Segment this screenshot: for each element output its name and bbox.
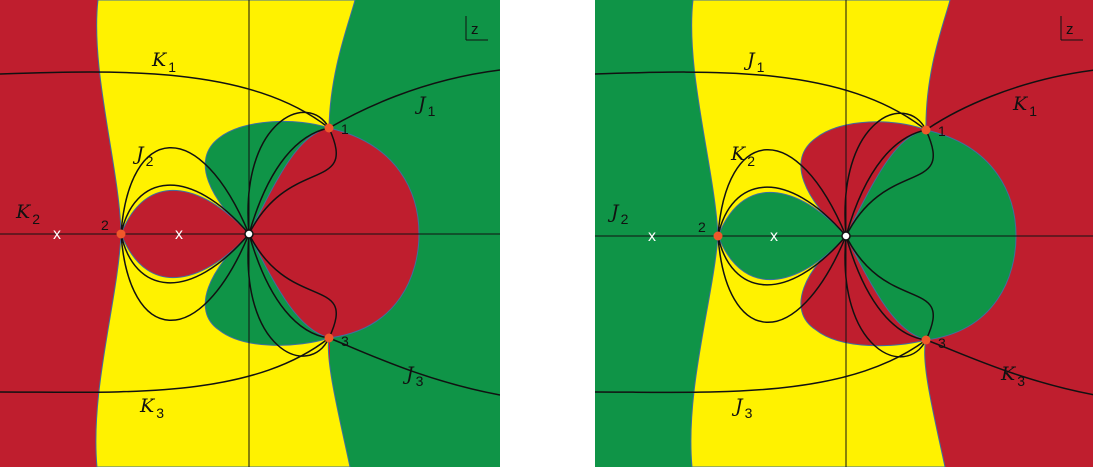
contour-s1-inner (845, 129, 927, 237)
contour-left-loop-upper (717, 149, 847, 237)
contour-left-inner-lower (717, 235, 847, 286)
singularity-cross: x (648, 228, 656, 245)
contour-lower-right (328, 337, 500, 396)
saddle-point-3 (921, 335, 931, 345)
saddle-point-2 (116, 229, 126, 239)
contour-s1-inner (248, 127, 330, 235)
contour-lower-right (925, 339, 1093, 396)
contour-left-inner-upper (717, 186, 847, 237)
point-label-2: 2 (101, 217, 109, 233)
contour-bottom (0, 337, 330, 394)
saddle-point-1 (921, 125, 931, 135)
point-label-1: 1 (341, 121, 349, 137)
contour-s1-outer (845, 129, 934, 237)
center-point (244, 229, 254, 239)
panel-1: 1 2 3 x x K 1 J 1 J 2 K 2 J 3 K 3 z (0, 0, 500, 467)
contour-left-loop-lower (120, 233, 250, 321)
contour-s3-inner (248, 233, 330, 339)
contour-upper-right (328, 69, 500, 129)
singularity-cross: x (175, 226, 183, 243)
contour-s3-outer (248, 233, 337, 339)
saddle-point-3 (324, 333, 334, 343)
corner-label: z (1066, 21, 1074, 38)
contour-upper-right (925, 69, 1093, 131)
contour-s3-outer (845, 235, 934, 341)
point-label-3: 3 (341, 333, 349, 349)
singularity-cross: x (53, 226, 61, 243)
contour-left-inner-lower (120, 233, 250, 284)
panel-2: 1 2 3 x x J 1 K 1 K 2 J 2 K 3 J 3 z (595, 0, 1093, 467)
contour-bottom-arc (247, 233, 330, 357)
corner-label: z (471, 21, 479, 38)
contour-s1-outer (248, 127, 337, 235)
contour-s3-inner (845, 235, 927, 341)
point-label-3: 3 (938, 335, 946, 351)
contour-left-inner-upper (120, 184, 250, 235)
contour-top (595, 71, 927, 131)
contour-top-arc (844, 112, 927, 237)
saddle-point-1 (324, 123, 334, 133)
singularity-cross: x (770, 228, 778, 245)
contour-top-arc (247, 111, 330, 235)
contour-left-loop-lower (717, 235, 847, 323)
saddle-point-2 (713, 231, 723, 241)
contour-left-loop-upper (120, 147, 250, 235)
point-label-1: 1 (938, 123, 946, 139)
contour-bottom-arc (844, 235, 927, 358)
center-point (841, 231, 851, 241)
contour-top (0, 71, 330, 129)
point-label-2: 2 (698, 219, 706, 235)
contour-bottom (595, 339, 927, 394)
